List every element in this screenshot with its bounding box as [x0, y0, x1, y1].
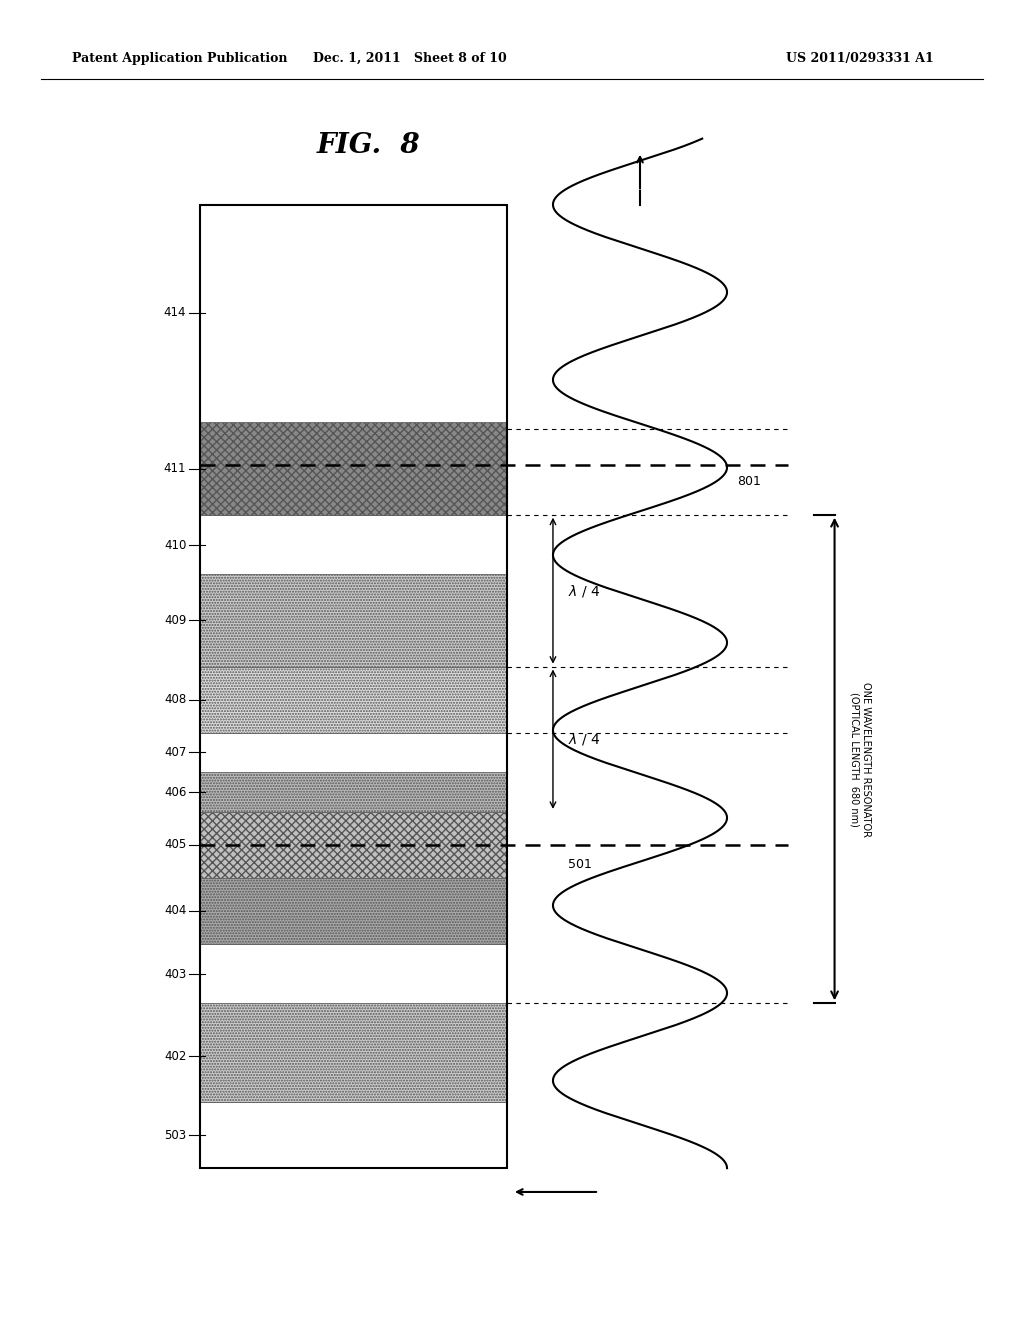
- Text: US 2011/0293331 A1: US 2011/0293331 A1: [786, 51, 934, 65]
- Text: 409: 409: [164, 614, 186, 627]
- Text: 406: 406: [164, 785, 186, 799]
- Text: 501: 501: [568, 858, 592, 871]
- Bar: [200, 1102, 507, 1168]
- Text: 404: 404: [164, 904, 186, 917]
- Text: 402: 402: [164, 1049, 186, 1063]
- Text: 503: 503: [164, 1129, 186, 1142]
- Bar: [200, 667, 507, 733]
- Text: Patent Application Publication: Patent Application Publication: [72, 51, 287, 65]
- Bar: [200, 772, 507, 812]
- Text: FIG.  8: FIG. 8: [316, 132, 421, 158]
- Text: 405: 405: [164, 838, 186, 851]
- Bar: [200, 733, 507, 772]
- Text: 410: 410: [164, 539, 186, 552]
- Text: ONE WAVELENGTH RESONATOR
(OPTICAL LENGTH  680 nm): ONE WAVELENGTH RESONATOR (OPTICAL LENGTH…: [849, 681, 871, 837]
- Text: 407: 407: [164, 746, 186, 759]
- Text: Dec. 1, 2011   Sheet 8 of 10: Dec. 1, 2011 Sheet 8 of 10: [312, 51, 507, 65]
- Text: 403: 403: [164, 968, 186, 981]
- Bar: [200, 878, 507, 944]
- Bar: [200, 812, 507, 878]
- Bar: [200, 205, 507, 422]
- Bar: [200, 944, 507, 1003]
- Text: 801: 801: [737, 475, 761, 488]
- Bar: [200, 515, 507, 574]
- Bar: [200, 422, 507, 515]
- Text: 411: 411: [164, 462, 186, 475]
- Text: $\lambda$ / 4: $\lambda$ / 4: [568, 582, 601, 599]
- Text: 408: 408: [164, 693, 186, 706]
- Bar: [200, 1003, 507, 1102]
- Bar: [200, 205, 507, 1168]
- Bar: [200, 574, 507, 667]
- Text: 414: 414: [164, 306, 186, 319]
- Text: $\lambda$ / 4: $\lambda$ / 4: [568, 731, 601, 747]
